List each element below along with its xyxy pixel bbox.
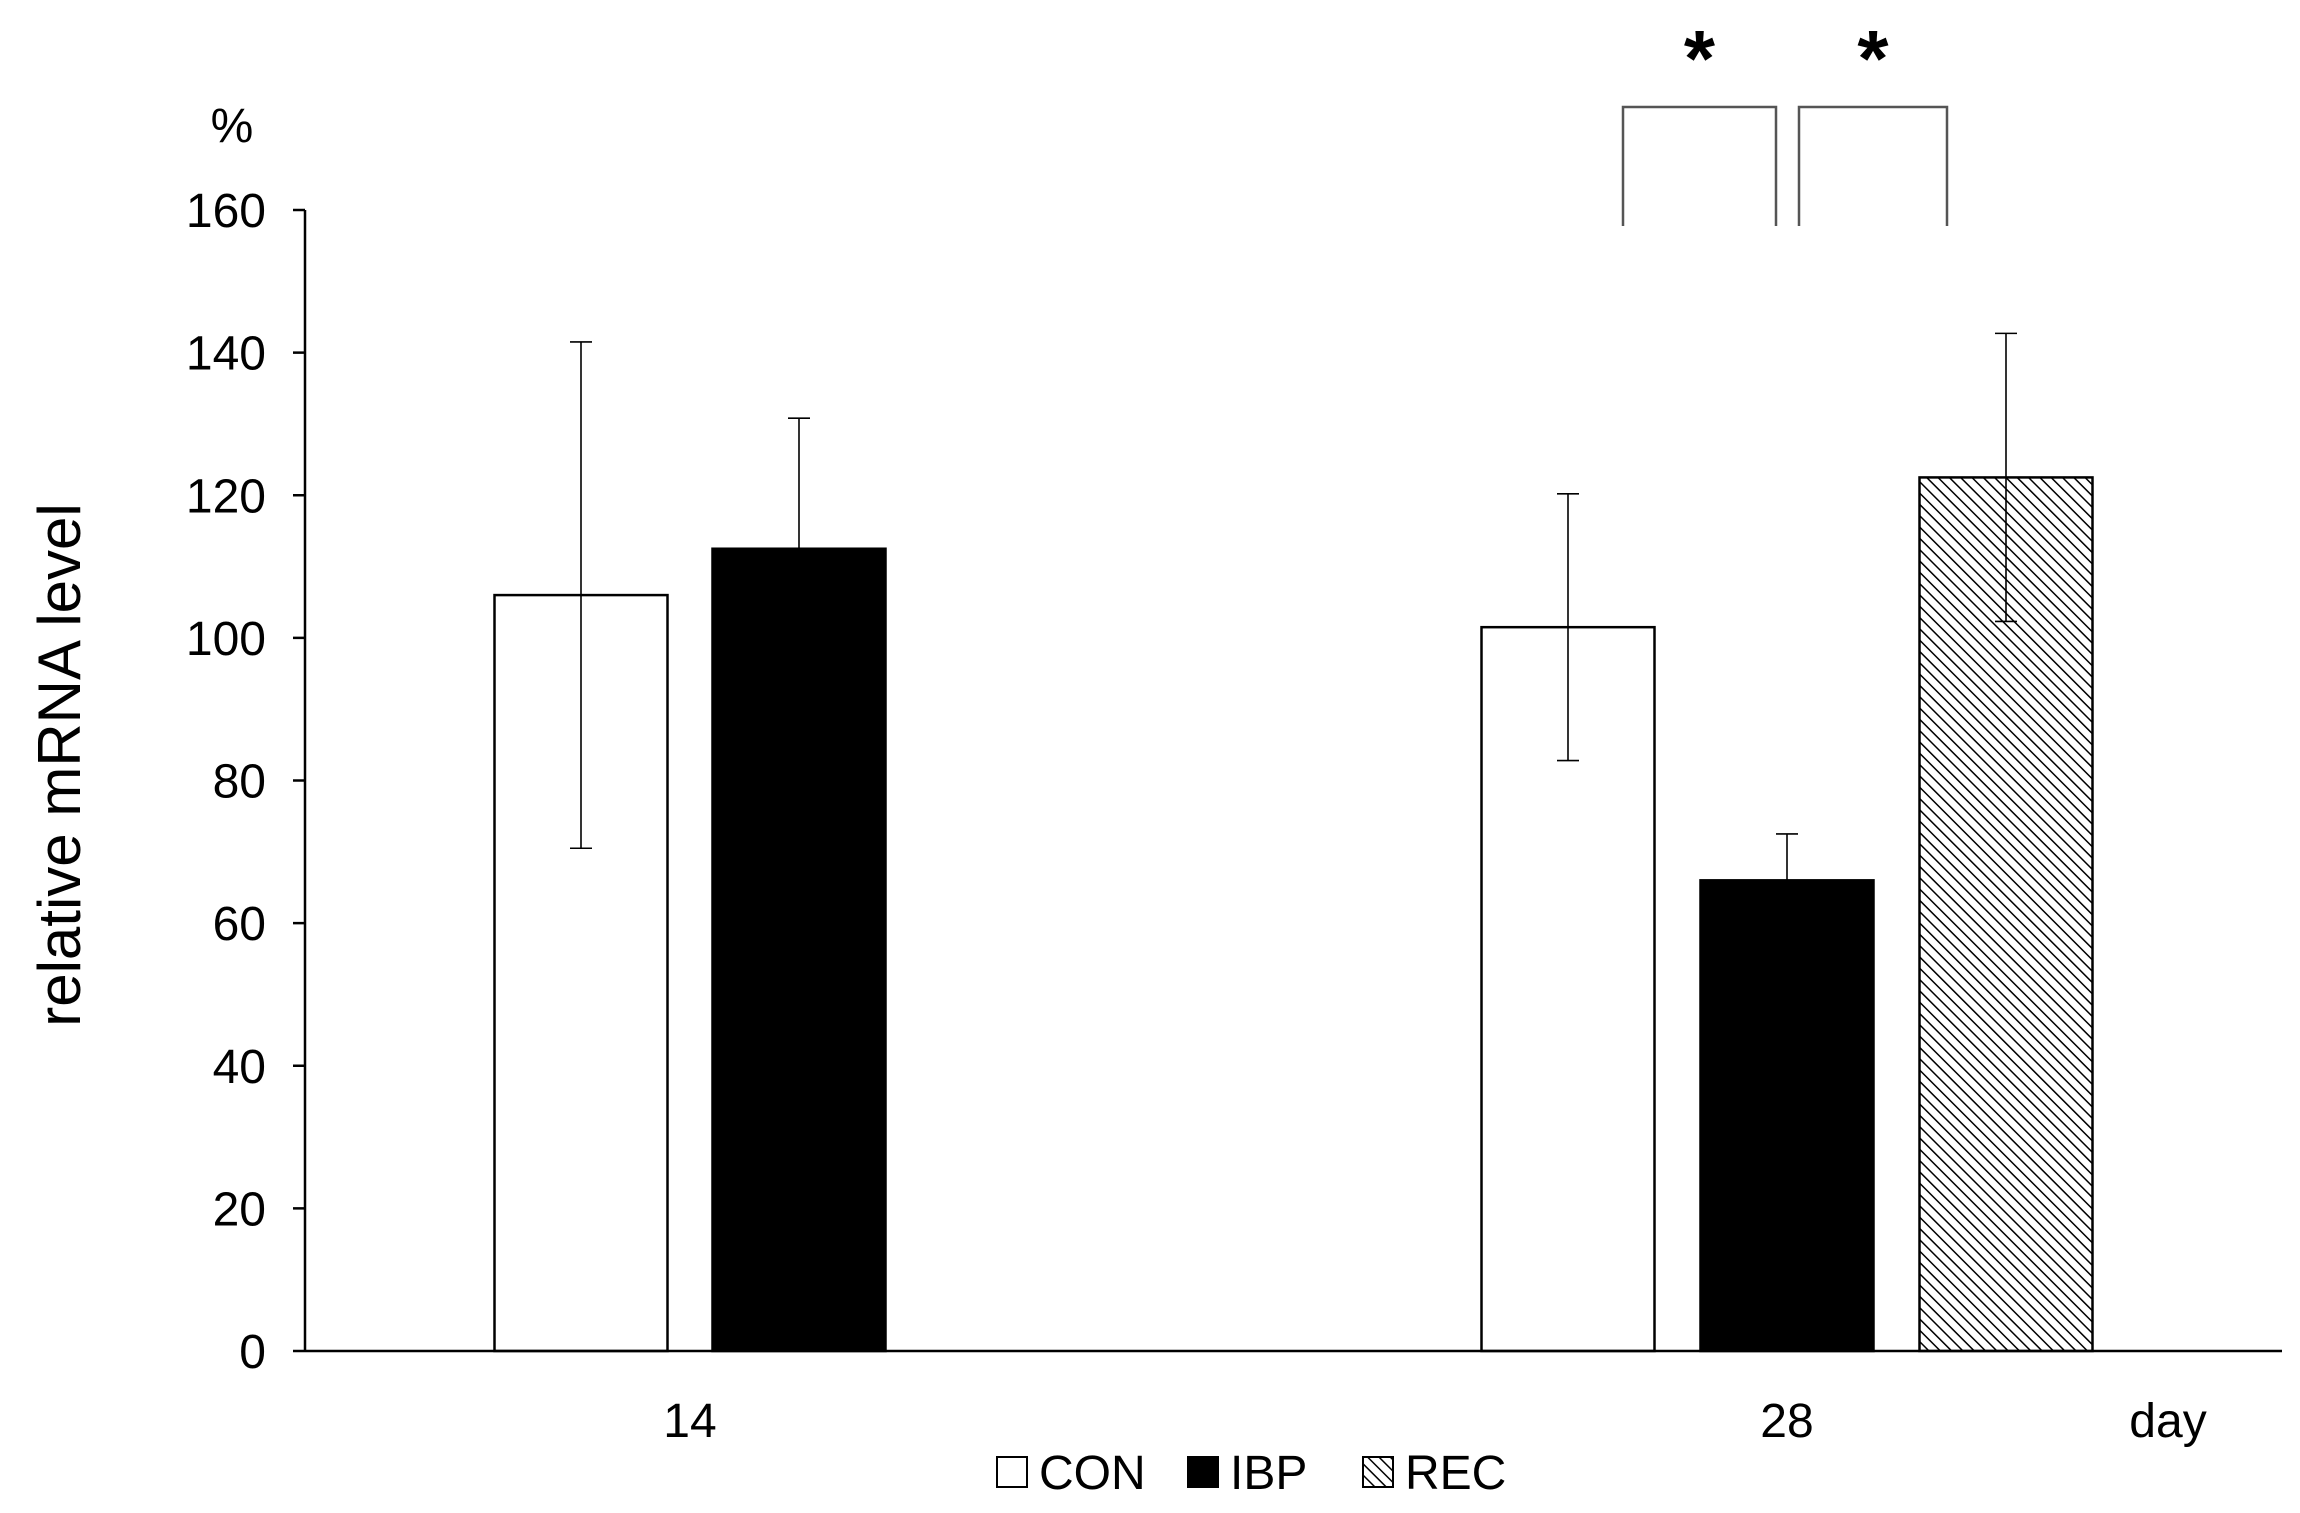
y-axis-title: relative mRNA level — [26, 503, 93, 1027]
legend-label-con: CON — [1039, 1447, 1146, 1500]
significance-brackets: * * — [1621, 14, 1949, 226]
significance-bracket — [1621, 105, 1778, 226]
legend-swatch-con — [996, 1456, 1028, 1488]
x-tick-label: 14 — [663, 1395, 716, 1448]
x-unit-label: day — [2129, 1395, 2206, 1448]
legend: CON IBP REC — [996, 1447, 1506, 1500]
y-tick-label: 40 — [213, 1041, 266, 1094]
y-unit-label: % — [211, 100, 254, 153]
y-tick-label: 160 — [186, 185, 266, 238]
y-tick-label: 60 — [213, 898, 266, 951]
significance-bracket — [1797, 105, 1949, 226]
x-tick-label: 28 — [1760, 1395, 1813, 1448]
y-tick-label: 100 — [186, 613, 266, 666]
legend-label-rec: REC — [1405, 1447, 1506, 1500]
legend-label-ibp: IBP — [1230, 1447, 1307, 1500]
y-tick-label: 140 — [186, 328, 266, 381]
error-bars — [570, 332, 2017, 928]
x-axis-ticks: 14 28 — [663, 1395, 1813, 1448]
y-tick-label: 20 — [213, 1183, 266, 1236]
legend-swatch-rec — [1362, 1456, 1394, 1488]
bar-group — [493, 476, 2094, 1353]
significance-star: * — [1857, 14, 1889, 103]
y-axis-ticks: 0 20 40 60 80 100 120 140 160 — [186, 185, 305, 1379]
y-tick-label: 0 — [239, 1326, 266, 1379]
legend-swatch-ibp — [1187, 1456, 1219, 1488]
significance-star: * — [1684, 14, 1716, 103]
y-tick-label: 120 — [186, 470, 266, 523]
bar-ibp-28 — [1699, 879, 1875, 1353]
y-tick-label: 80 — [213, 756, 266, 809]
